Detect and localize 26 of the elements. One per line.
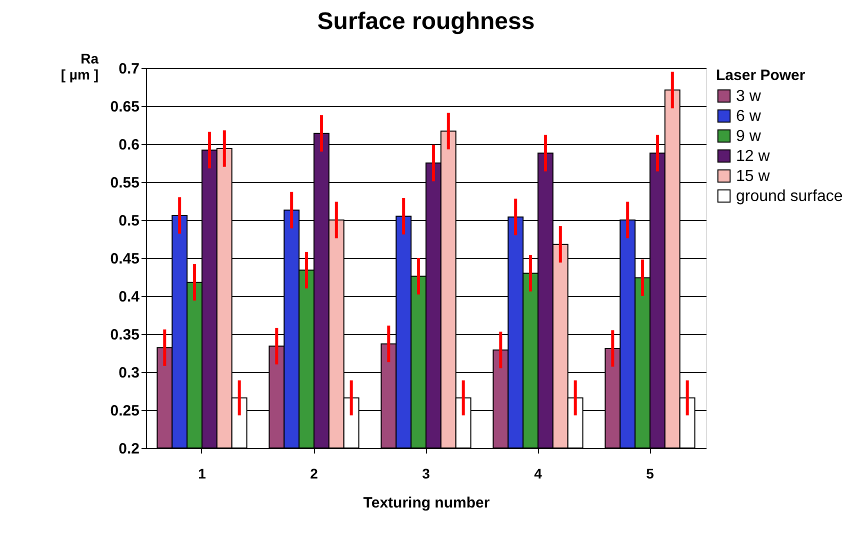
- x-tick-label: 1: [198, 466, 206, 482]
- legend-label: 9 w: [736, 128, 762, 145]
- x-tick-label: 4: [534, 466, 542, 482]
- y-tick-label: 0.55: [110, 174, 140, 192]
- y-tick-label: 0.5: [118, 212, 140, 230]
- y-tick-label: 0.25: [110, 402, 140, 420]
- legend-label: 6 w: [736, 108, 762, 125]
- legend-label: 12 w: [736, 148, 770, 165]
- y-tick-label: 0.7: [118, 60, 140, 78]
- legend-label: ground surface: [736, 188, 843, 205]
- legend-label: 15 w: [736, 168, 770, 185]
- x-tick-label: 3: [422, 466, 430, 482]
- x-axis-title: Texturing number: [363, 494, 490, 512]
- legend-title: Laser Power: [716, 67, 806, 84]
- legend-label: 3 w: [736, 88, 762, 105]
- y-tick-label: 0.65: [110, 98, 140, 116]
- chart-title: Surface roughness: [317, 8, 535, 35]
- x-tick-label: 5: [646, 466, 654, 482]
- y-axis-title: Ra [ µm ]: [60, 50, 99, 82]
- y-tick-label: 0.2: [118, 440, 140, 458]
- y-tick-label: 0.35: [110, 326, 140, 344]
- y-tick-label: 0.4: [118, 288, 140, 306]
- y-tick-label: 0.6: [118, 136, 140, 154]
- x-tick-label: 2: [310, 466, 318, 482]
- y-tick-label: 0.3: [118, 364, 140, 382]
- y-tick-label: 0.45: [110, 250, 140, 268]
